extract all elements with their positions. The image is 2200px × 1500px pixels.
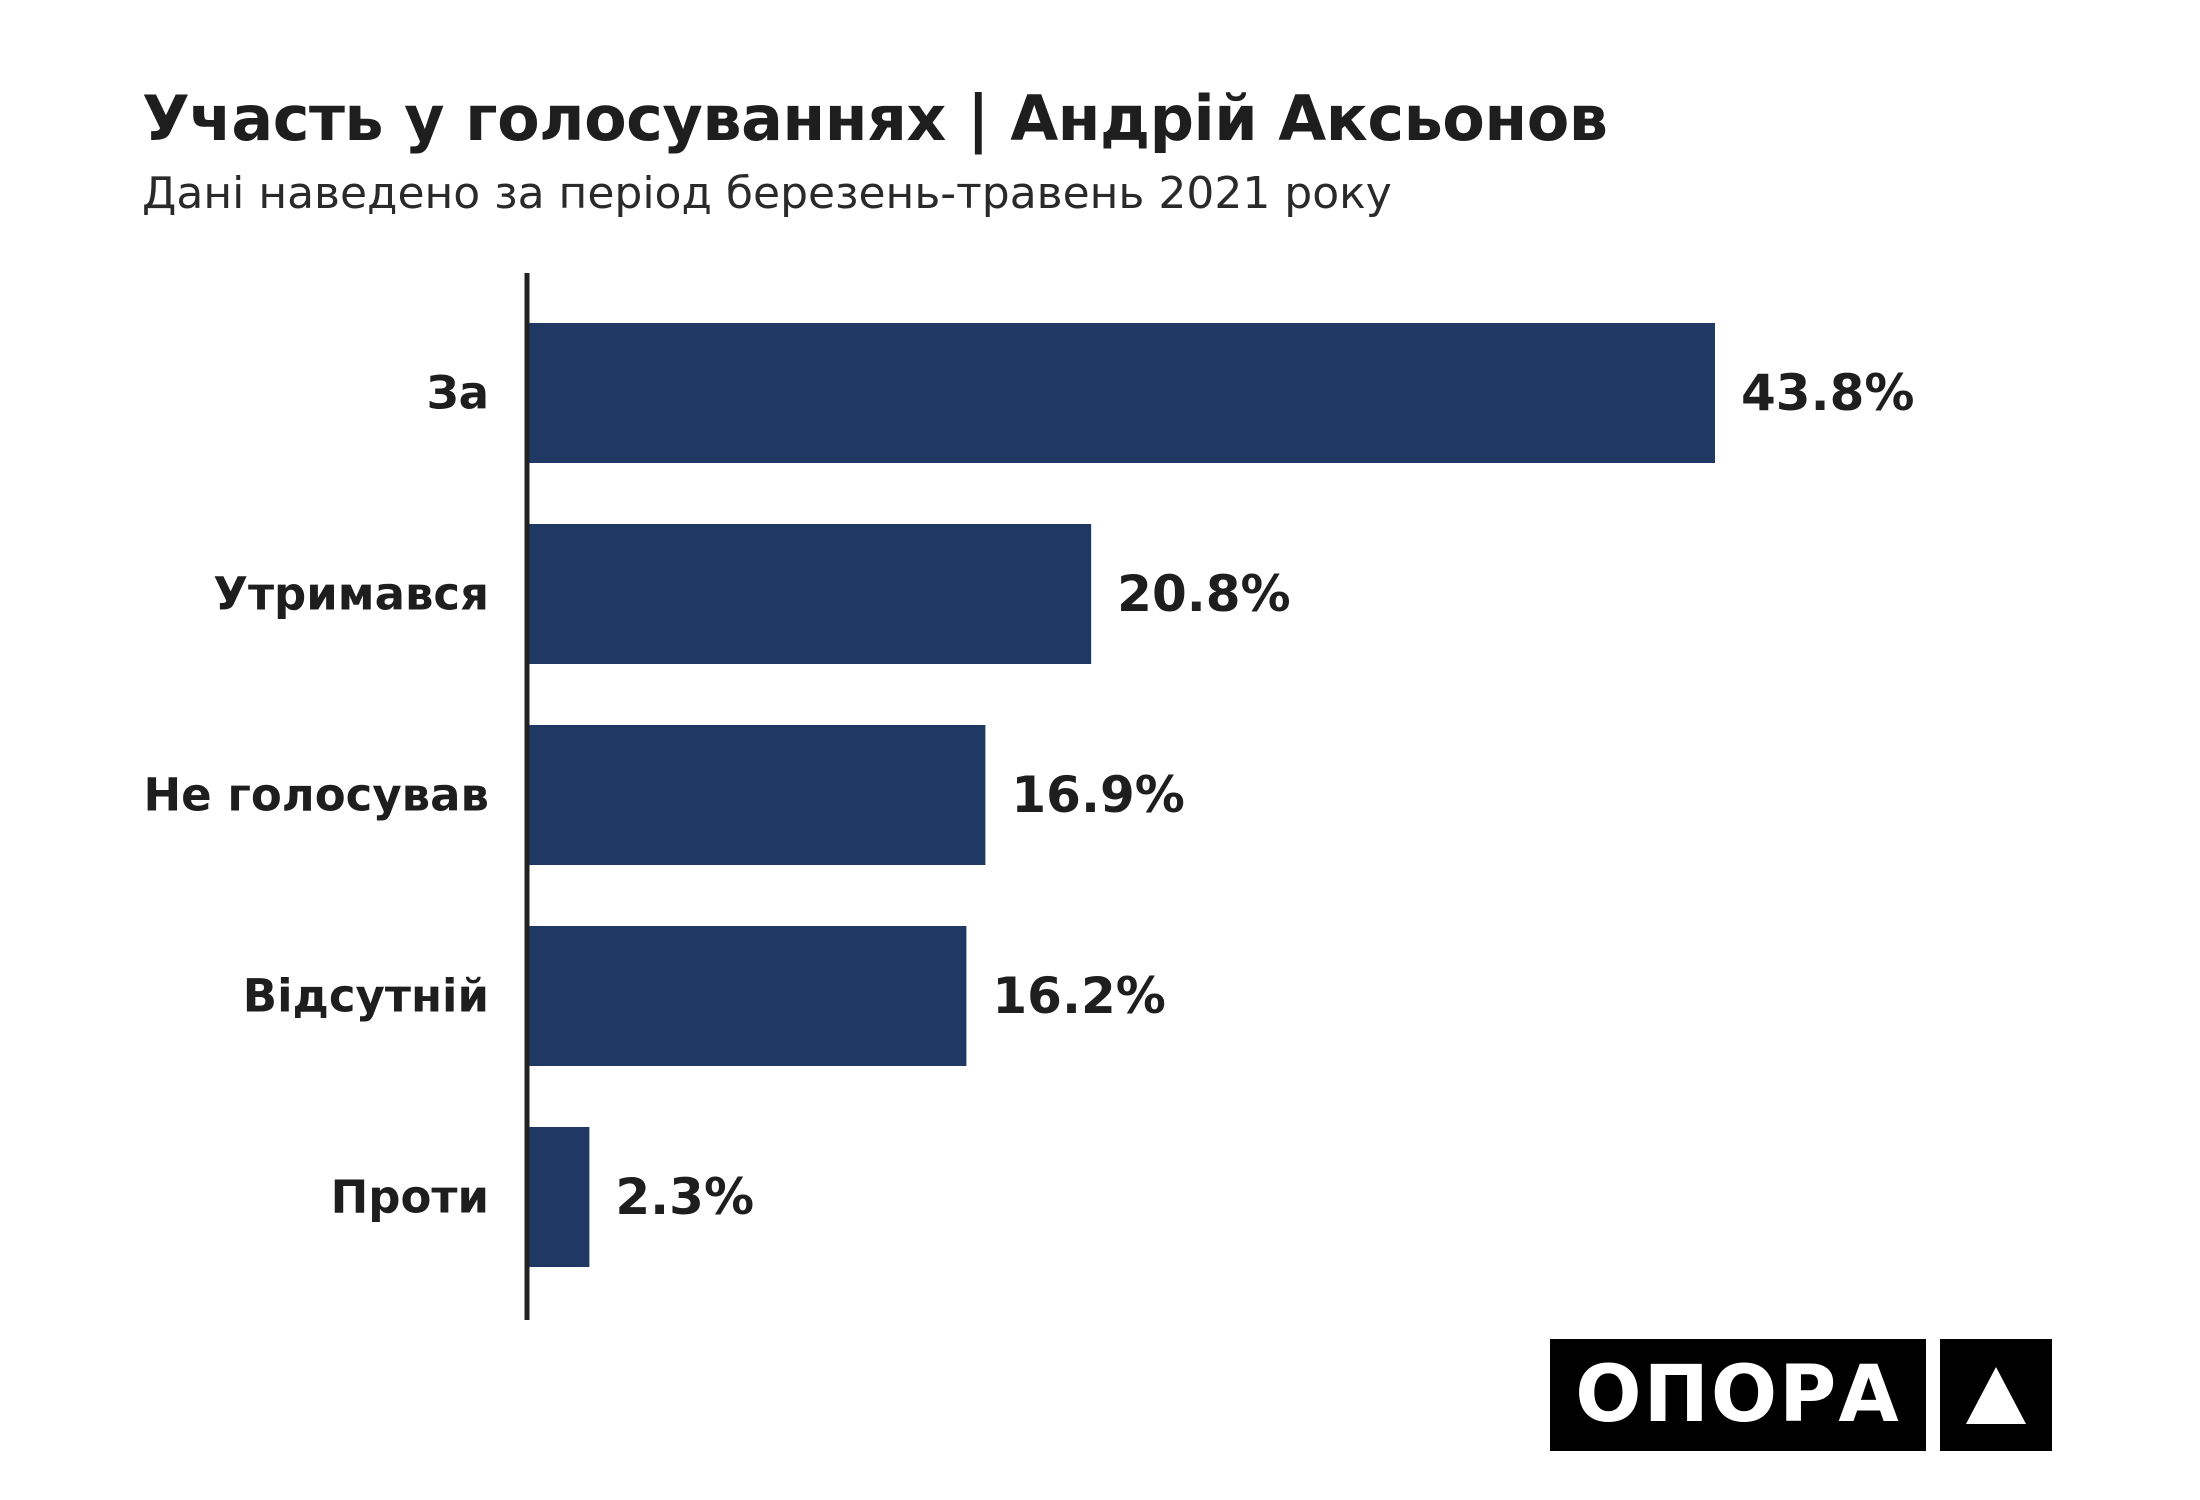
logo-wordmark: ОПОРА: [1550, 1339, 1926, 1451]
value-label-3: 16.9%: [1011, 766, 1184, 824]
bar-4: [527, 926, 967, 1066]
chart-title: Участь у голосуваннях | Андрій Аксьонов: [142, 82, 1608, 155]
value-label-1: 43.8%: [1741, 364, 1914, 422]
triangle-icon: [1940, 1339, 2052, 1451]
value-label-4: 16.2%: [992, 967, 1165, 1025]
bar-3: [527, 725, 986, 865]
value-label-5: 2.3%: [615, 1168, 754, 1226]
category-label-3: Не голосував: [144, 769, 489, 822]
category-label-5: Проти: [331, 1171, 489, 1224]
chart-subtitle: Дані наведено за період березень-травень…: [142, 168, 1392, 219]
category-label-4: Відсутній: [243, 970, 489, 1023]
bar-5: [527, 1127, 590, 1267]
bar-1: [527, 323, 1715, 463]
bar-2: [527, 524, 1092, 664]
category-label-2: Утримався: [213, 568, 489, 621]
category-label-1: За: [427, 367, 489, 420]
value-label-2: 20.8%: [1117, 565, 1290, 623]
bars-group: За 43.8% Утримався 20.8% Не голосував 16.9% Ві…: [144, 323, 1914, 1267]
opora-logo: ОПОРА: [1550, 1339, 2052, 1451]
